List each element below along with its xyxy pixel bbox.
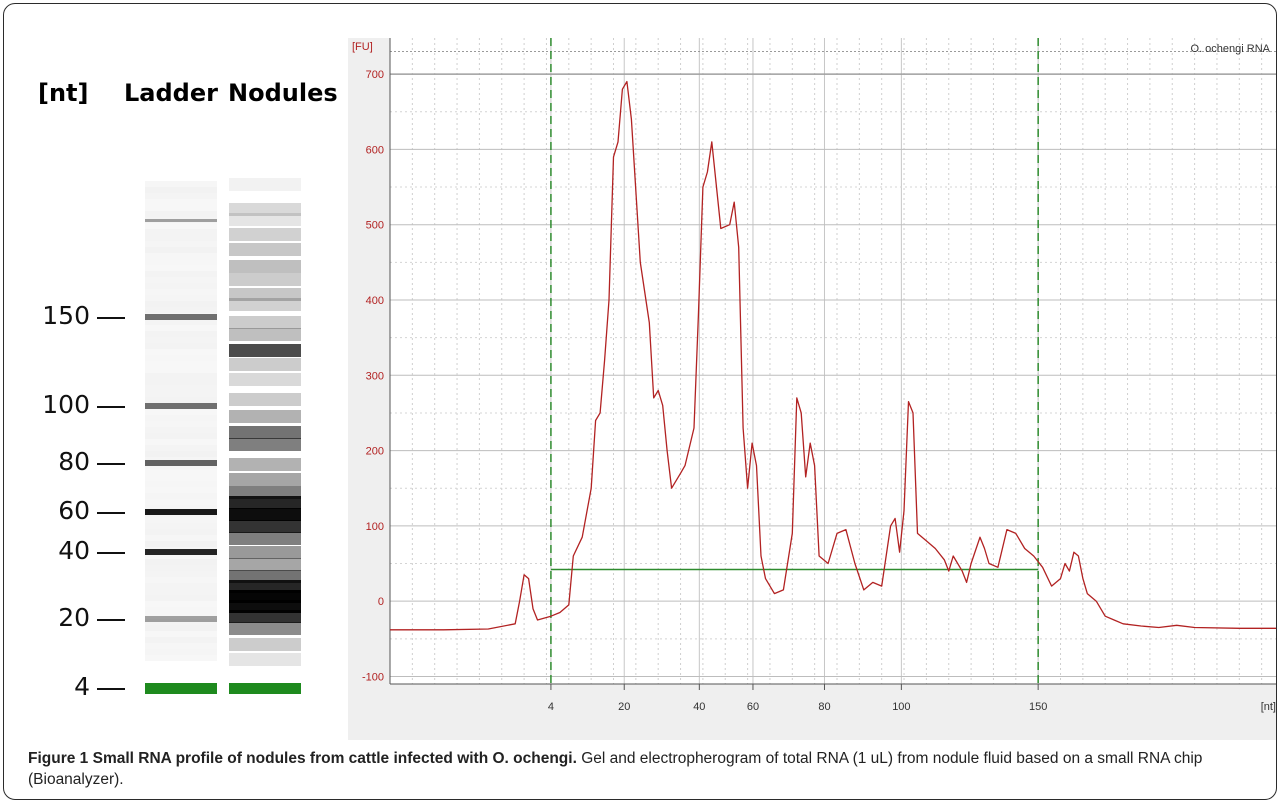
x-axis-label: [nt]	[1261, 701, 1276, 713]
nodules-smear	[229, 298, 301, 311]
nodules-smear	[229, 358, 301, 371]
nodules-smear	[229, 228, 301, 241]
marker-tick-150	[97, 317, 125, 319]
ladder-band-4	[145, 683, 217, 694]
nodules-smear	[229, 410, 301, 423]
nodules-smear	[229, 373, 301, 386]
nodules-smear	[229, 178, 301, 191]
y-tick-label: 300	[366, 370, 384, 382]
x-tick-label: 150	[1029, 701, 1047, 713]
marker-label-150: 150	[20, 301, 90, 330]
nodules-smear	[229, 653, 301, 666]
marker-label-100: 100	[20, 390, 90, 419]
caption-figure-label: Figure 1	[28, 750, 88, 767]
y-tick-label: -100	[362, 671, 384, 683]
nodules-smear	[229, 260, 301, 273]
marker-label-60: 60	[20, 496, 90, 525]
y-tick-label: 0	[378, 596, 384, 608]
marker-tick-80	[97, 463, 125, 465]
ladder-band-60	[145, 509, 217, 515]
x-tick-label: 4	[548, 701, 554, 713]
y-tick-label: 400	[366, 295, 384, 307]
nodules-smear	[229, 473, 301, 486]
nodules-smear	[229, 344, 301, 357]
caption-title: Small RNA profile of nodules from cattle…	[93, 750, 577, 767]
chart-title: O. ochengi RNA	[1191, 43, 1271, 55]
nodules-smear	[229, 213, 301, 226]
ladder-lane	[145, 168, 217, 696]
nodules-smear	[229, 458, 301, 471]
electropherogram-plot: -100 0 100 200 300 400 500 600 700 [FU] 4 20 40 60 80 1…	[348, 38, 1277, 740]
y-tick-label: 500	[366, 220, 384, 232]
ladder-band-80	[145, 460, 217, 466]
ladder-band-40	[145, 549, 217, 555]
y-tick-label: 700	[366, 69, 384, 81]
y-tick-label: 600	[366, 144, 384, 156]
marker-label-20: 20	[20, 603, 90, 632]
marker-tick-20	[97, 619, 125, 621]
marker-tick-4	[97, 688, 125, 690]
electropherogram: -100 0 100 200 300 400 500 600 700 [FU] 4 20 40 60 80 1…	[348, 38, 1277, 740]
figure-caption: Figure 1 Small RNA profile of nodules fr…	[28, 748, 1268, 790]
nodules-smear	[229, 393, 301, 406]
x-tick-label: 100	[892, 701, 910, 713]
lane-label-ladder: Ladder	[124, 79, 218, 107]
nodules-lane	[229, 168, 301, 696]
nodules-marker-band	[229, 683, 301, 694]
x-tick-label: 80	[818, 701, 830, 713]
nodules-smear	[229, 532, 301, 545]
x-tick-label: 40	[693, 701, 705, 713]
marker-label-40: 40	[20, 536, 90, 565]
x-tick-label: 60	[747, 701, 759, 713]
marker-label-4: 4	[20, 672, 90, 701]
gel-unit-label: [nt]	[38, 79, 89, 107]
nodules-smear	[229, 328, 301, 341]
lane-label-nodules: Nodules	[228, 79, 338, 107]
marker-label-80: 80	[20, 447, 90, 476]
plot-area	[390, 38, 1277, 684]
marker-tick-100	[97, 406, 125, 408]
nodules-smear	[229, 438, 301, 451]
nodules-smear	[229, 273, 301, 286]
nodules-smear	[229, 638, 301, 651]
nodules-smear	[229, 243, 301, 256]
nodules-smear	[229, 622, 301, 635]
ladder-smear	[145, 655, 217, 661]
y-tick-label: 100	[366, 521, 384, 533]
ladder-band-100	[145, 403, 217, 409]
ladder-band-upper	[145, 219, 217, 222]
y-tick-label: 200	[366, 446, 384, 458]
figure-frame: [nt] Ladder Nodules 150 100 80 60 40 20 …	[3, 3, 1277, 800]
x-tick-label: 20	[618, 701, 630, 713]
ladder-band-150	[145, 314, 217, 320]
marker-tick-40	[97, 552, 125, 554]
marker-tick-60	[97, 512, 125, 514]
ladder-band-20	[145, 616, 217, 622]
y-axis-label: [FU]	[352, 41, 373, 53]
